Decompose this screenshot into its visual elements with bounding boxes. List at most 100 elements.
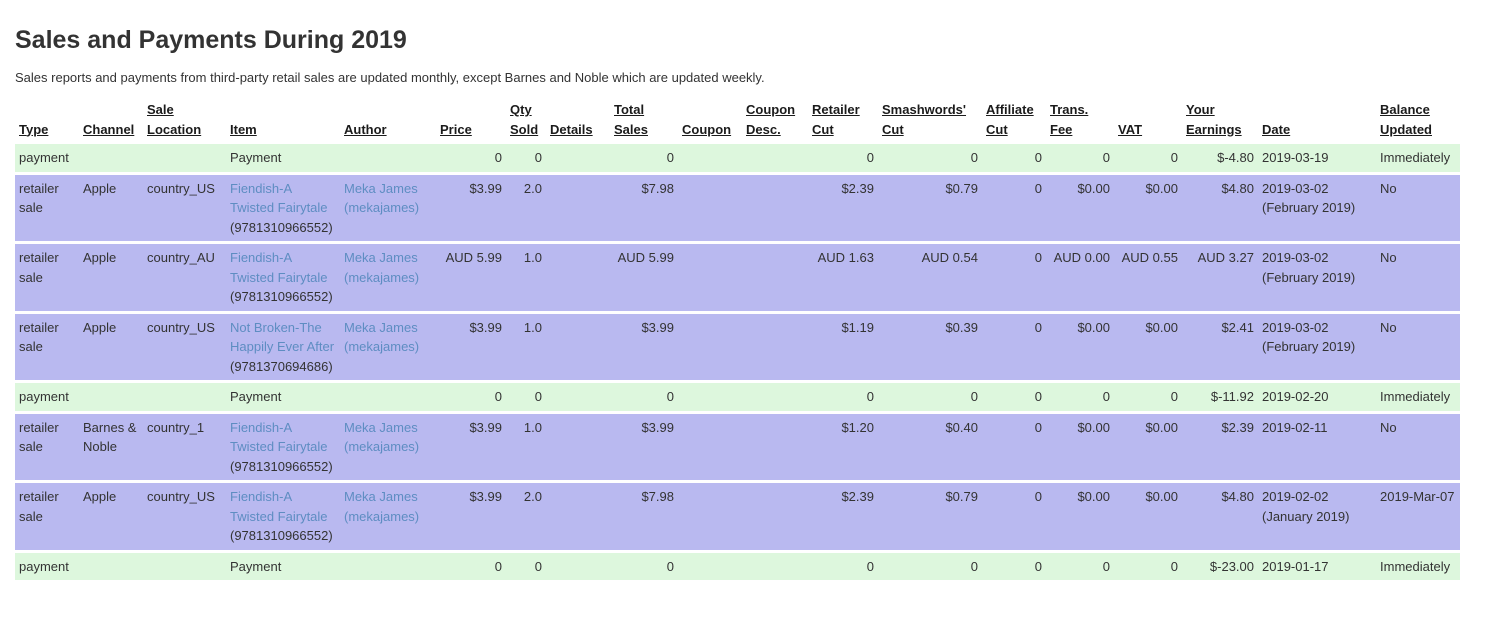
cell-trans_fee: $0.00 [1046, 174, 1114, 241]
cell-author [340, 552, 436, 580]
cell-sale_location: country_US [143, 174, 226, 241]
item-title-link[interactable]: Not Broken-The Happily Ever After [230, 319, 335, 355]
cell-smashwords_cut: $0.40 [878, 413, 982, 480]
cell-balance_updated: 2019-Mar-07 [1376, 483, 1460, 550]
column-sort-link-affiliate_cut[interactable]: Affiliate Cut [986, 102, 1034, 137]
author-link[interactable]: Meka James (mekajames) [344, 419, 420, 455]
cell-your_earnings: $-11.92 [1182, 383, 1258, 411]
cell-sale_location [143, 552, 226, 580]
cell-coupon [678, 383, 742, 411]
column-sort-link-retailer_cut[interactable]: Retailer Cut [812, 102, 860, 137]
cell-type: payment [15, 144, 79, 172]
cell-qty_sold: 0 [506, 383, 546, 411]
author-link[interactable]: Meka James (mekajames) [344, 180, 420, 216]
cell-date: 2019-02-11 [1258, 413, 1376, 480]
cell-retailer_cut: $1.19 [808, 313, 878, 380]
cell-date: 2019-03-02 (February 2019) [1258, 174, 1376, 241]
author-link[interactable]: Meka James (mekajames) [344, 489, 420, 524]
cell-qty_sold: 1.0 [506, 244, 546, 311]
cell-smashwords_cut: $0.79 [878, 174, 982, 241]
item-title-link[interactable]: Fiendish-A Twisted Fairytale [230, 250, 328, 285]
page-subtitle: Sales reports and payments from third-pa… [15, 70, 765, 85]
column-sort-link-channel[interactable]: Channel [83, 121, 135, 137]
header-cell-coupon_desc: Coupon Desc. [742, 98, 808, 141]
cell-details [546, 413, 610, 480]
header-cell-total_sales: Total Sales [610, 98, 678, 141]
cell-vat: AUD 0.55 [1114, 244, 1182, 311]
cell-details [546, 483, 610, 550]
header-cell-sale_location: Sale Location [143, 98, 226, 141]
cell-total_sales: $3.99 [610, 413, 678, 480]
cell-date: 2019-02-20 [1258, 383, 1376, 411]
cell-details [546, 244, 610, 311]
cell-coupon [678, 244, 742, 311]
header-cell-item: Item [226, 98, 340, 141]
cell-sale_location: country_US [143, 313, 226, 380]
cell-author: Meka James (mekajames) [340, 244, 436, 311]
cell-price: $3.99 [436, 174, 506, 241]
cell-details [546, 313, 610, 380]
cell-smashwords_cut: AUD 0.54 [878, 244, 982, 311]
author-link[interactable]: Meka James (mekajames) [344, 250, 420, 285]
cell-date: 2019-03-02 (February 2019) [1258, 313, 1376, 380]
column-sort-link-date[interactable]: Date [1262, 121, 1291, 137]
retailer-sale-row: retailer sale Barnes & Noble country_1 Fien… [15, 413, 1460, 480]
cell-retailer_cut: 0 [808, 383, 878, 411]
column-sort-link-price[interactable]: Price [440, 121, 472, 137]
header-cell-smashwords_cut: Smashwords' Cut [878, 98, 982, 141]
cell-details [546, 552, 610, 580]
retailer-sale-row: retailer sale Apple country_AU Fiendish-A T… [15, 244, 1460, 311]
header-cell-affiliate_cut: Affiliate Cut [982, 98, 1046, 141]
cell-date: 2019-03-02 (February 2019) [1258, 244, 1376, 311]
column-sort-link-type[interactable]: Type [19, 121, 49, 137]
cell-your_earnings: $2.41 [1182, 313, 1258, 380]
column-sort-link-total_sales[interactable]: Total Sales [614, 102, 648, 137]
cell-item: Fiendish-A Twisted Fairytale (9781310966… [226, 174, 340, 241]
cell-total_sales: 0 [610, 383, 678, 411]
cell-retailer_cut: $1.20 [808, 413, 878, 480]
cell-item: Not Broken-The Happily Ever After (97813… [226, 313, 340, 380]
column-sort-link-trans_fee[interactable]: Trans. Fee [1050, 102, 1089, 137]
column-sort-link-smashwords_cut[interactable]: Smashwords' Cut [882, 102, 967, 137]
cell-total_sales: AUD 5.99 [610, 244, 678, 311]
column-sort-link-vat[interactable]: VAT [1118, 121, 1143, 137]
header-cell-vat: VAT [1114, 98, 1182, 141]
cell-smashwords_cut: $0.39 [878, 313, 982, 380]
cell-vat: 0 [1114, 144, 1182, 172]
cell-qty_sold: 1.0 [506, 413, 546, 480]
cell-item: Fiendish-A Twisted Fairytale (9781310966… [226, 413, 340, 480]
cell-smashwords_cut: 0 [878, 552, 982, 580]
column-sort-link-coupon_desc[interactable]: Coupon Desc. [746, 102, 796, 137]
column-sort-link-item[interactable]: Item [230, 121, 257, 137]
cell-trans_fee: 0 [1046, 144, 1114, 172]
item-isbn: (9781370694686) [230, 358, 333, 374]
cell-coupon_desc [742, 174, 808, 241]
cell-date: 2019-03-19 [1258, 144, 1376, 172]
cell-channel: Apple [79, 483, 143, 550]
column-sort-link-details[interactable]: Details [550, 121, 593, 137]
item-isbn: (9781310966552) [230, 289, 333, 304]
table-header-row: Type Channel Sale Location Item Author Price Q… [15, 98, 1460, 141]
column-sort-link-coupon[interactable]: Coupon [682, 121, 732, 137]
column-sort-link-author[interactable]: Author [344, 121, 387, 137]
item-title-link[interactable]: Fiendish-A Twisted Fairytale [230, 419, 328, 455]
column-sort-link-your_earnings[interactable]: Your Earnings [1186, 102, 1242, 137]
cell-item: Payment [226, 552, 340, 580]
cell-sale_location: country_1 [143, 413, 226, 480]
column-sort-link-balance_updated[interactable]: Balance Updated [1380, 102, 1432, 137]
cell-your_earnings: $-4.80 [1182, 144, 1258, 172]
header-cell-balance_updated: Balance Updated [1376, 98, 1460, 141]
item-title-link[interactable]: Fiendish-A Twisted Fairytale [230, 180, 328, 216]
column-sort-link-qty_sold[interactable]: Qty Sold [510, 102, 539, 137]
cell-sale_location [143, 144, 226, 172]
cell-type: retailer sale [15, 413, 79, 480]
author-link[interactable]: Meka James (mekajames) [344, 319, 420, 355]
item-title-link[interactable]: Fiendish-A Twisted Fairytale [230, 489, 328, 524]
cell-item: Payment [226, 144, 340, 172]
column-sort-link-sale_location[interactable]: Sale Location [147, 102, 202, 137]
cell-balance_updated: No [1376, 174, 1460, 241]
cell-qty_sold: 0 [506, 144, 546, 172]
cell-retailer_cut: AUD 1.63 [808, 244, 878, 311]
cell-total_sales: 0 [610, 144, 678, 172]
payment-row: payment Payment 0 0 0 0 0 0 0 0 $-23.00 2019-01-17 I… [15, 552, 1460, 580]
